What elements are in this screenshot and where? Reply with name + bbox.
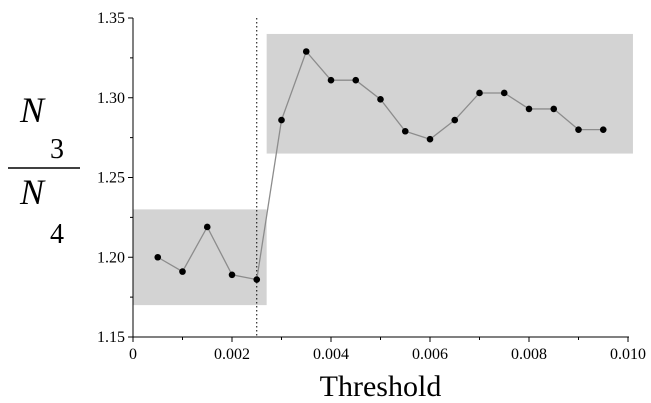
series-points	[154, 48, 607, 283]
shaded-regions	[133, 33, 633, 306]
x-axis-title: Threshold	[320, 370, 442, 403]
data-point	[154, 253, 162, 261]
data-point	[575, 126, 582, 133]
data-point	[327, 76, 335, 84]
shaded-region-2	[266, 33, 633, 154]
x-tick-label: 0.004	[313, 346, 349, 363]
y-tick-label: 1.35	[97, 10, 125, 27]
data-point	[278, 116, 285, 124]
ylabel-denominator-sub: 4	[50, 219, 64, 250]
data-point	[352, 76, 360, 84]
ylabel-denominator: N	[19, 172, 46, 212]
y-axis-title: N 3 N 4	[8, 90, 80, 250]
x-tick-label: 0.002	[214, 346, 250, 363]
x-tick-label: 0.006	[412, 346, 448, 363]
data-point	[179, 268, 186, 275]
x-tick-label: 0.010	[610, 346, 646, 363]
y-tick-label: 1.20	[97, 249, 125, 266]
data-point	[451, 116, 459, 124]
x-tick-label: 0	[129, 346, 137, 363]
y-tick-label: 1.25	[97, 170, 125, 187]
data-point	[302, 48, 310, 55]
data-point	[426, 135, 434, 143]
data-point	[550, 105, 558, 113]
ylabel-numerator: N	[19, 90, 46, 130]
data-point	[203, 223, 211, 231]
y-ticks: 1.15 1.20 1.25 1.30 1.35	[97, 10, 133, 346]
data-point	[228, 271, 236, 279]
ylabel-numerator-sub: 3	[50, 134, 64, 165]
data-point	[525, 105, 533, 113]
data-point	[476, 89, 483, 97]
x-ticks: 0 0.002 0.004 0.006 0.008 0.010	[129, 337, 646, 363]
y-tick-label: 1.15	[97, 329, 125, 346]
data-point	[599, 126, 607, 133]
x-tick-label: 0.008	[511, 346, 547, 363]
shaded-region-1	[133, 209, 267, 306]
data-point	[500, 89, 508, 97]
data-point	[253, 276, 261, 283]
y-tick-label: 1.30	[97, 90, 125, 107]
data-point	[377, 96, 384, 103]
data-point	[401, 127, 409, 135]
